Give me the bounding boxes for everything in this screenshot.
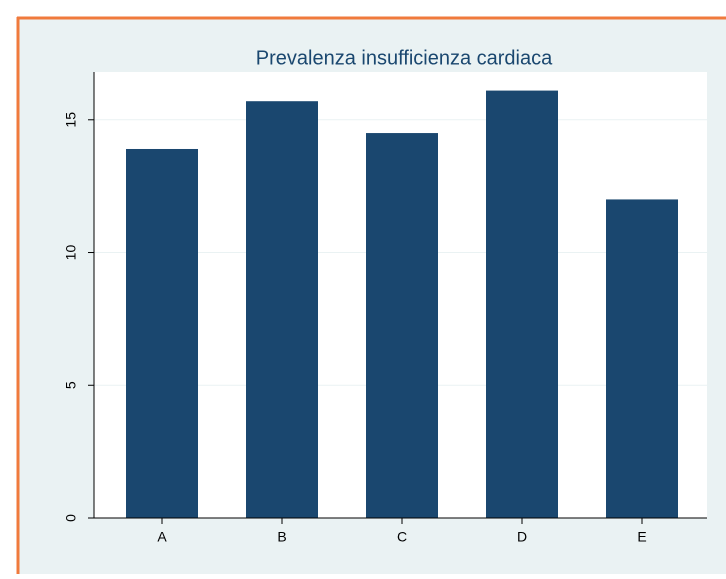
x-tick-label: E: [637, 529, 646, 545]
y-tick-label: 10: [63, 245, 79, 261]
x-tick-label: B: [277, 529, 286, 545]
y-tick-label: 5: [63, 381, 79, 389]
x-tick-label: D: [517, 529, 527, 545]
chart-title: Prevalenza insufficienza cardiaca: [256, 47, 553, 69]
bar: [486, 90, 558, 518]
y-tick-label: 0: [63, 514, 79, 522]
y-tick-label: 15: [63, 112, 79, 128]
bar: [366, 133, 438, 519]
x-tick-label: C: [397, 529, 407, 545]
bar: [126, 148, 198, 518]
bar: [606, 199, 678, 518]
bar: [246, 101, 318, 518]
x-tick-label: A: [157, 529, 167, 545]
